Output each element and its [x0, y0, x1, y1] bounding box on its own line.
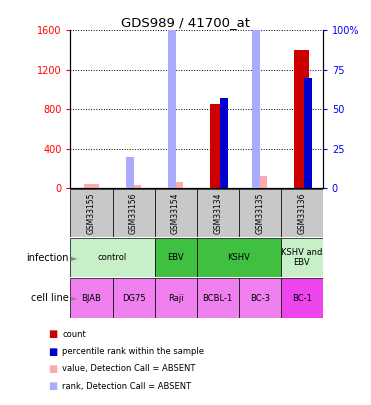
Bar	[84, 184, 99, 188]
Bar	[239, 189, 281, 237]
Text: GSM33134: GSM33134	[213, 192, 222, 234]
Bar	[210, 104, 225, 188]
Bar	[168, 182, 183, 188]
Bar	[281, 189, 323, 237]
Text: percentile rank within the sample: percentile rank within the sample	[62, 347, 204, 356]
Text: KSHV and
EBV: KSHV and EBV	[281, 248, 322, 267]
Text: ■: ■	[48, 382, 58, 391]
Bar	[304, 78, 312, 188]
Bar	[126, 185, 141, 188]
Text: GDS989 / 41700_at: GDS989 / 41700_at	[121, 16, 250, 29]
Text: GSM33155: GSM33155	[87, 192, 96, 234]
Text: BJAB: BJAB	[82, 294, 101, 303]
Bar	[281, 278, 323, 318]
Bar	[239, 278, 281, 318]
Bar	[155, 278, 197, 318]
Text: Raji: Raji	[168, 294, 183, 303]
Text: ■: ■	[48, 329, 58, 339]
Bar	[252, 177, 267, 188]
Text: ■: ■	[48, 347, 58, 356]
Bar	[197, 278, 239, 318]
Bar	[197, 189, 239, 237]
Bar	[126, 157, 134, 188]
Text: BCBL-1: BCBL-1	[203, 294, 233, 303]
Text: rank, Detection Call = ABSENT: rank, Detection Call = ABSENT	[62, 382, 191, 391]
Text: count: count	[62, 330, 86, 339]
Bar	[112, 278, 155, 318]
Text: GSM33135: GSM33135	[255, 192, 264, 234]
Bar	[112, 189, 155, 237]
Bar	[295, 50, 309, 188]
Text: cell line: cell line	[31, 293, 69, 303]
Text: ■: ■	[48, 364, 58, 374]
Text: GSM33156: GSM33156	[129, 192, 138, 234]
Bar	[168, 0, 176, 188]
Text: value, Detection Call = ABSENT: value, Detection Call = ABSENT	[62, 364, 196, 373]
Text: KSHV: KSHV	[227, 253, 250, 262]
Text: ►: ►	[71, 294, 78, 303]
Text: infection: infection	[26, 253, 69, 262]
Text: control: control	[98, 253, 127, 262]
Text: EBV: EBV	[167, 253, 184, 262]
Text: GSM33154: GSM33154	[171, 192, 180, 234]
Bar	[155, 238, 197, 277]
Bar	[252, 0, 260, 188]
Text: ►: ►	[71, 253, 78, 262]
Bar	[70, 238, 155, 277]
Bar	[70, 189, 112, 237]
Text: DG75: DG75	[122, 294, 145, 303]
Bar	[70, 278, 112, 318]
Bar	[281, 238, 323, 277]
Text: BC-3: BC-3	[250, 294, 270, 303]
Text: BC-1: BC-1	[292, 294, 312, 303]
Bar	[220, 98, 228, 188]
Text: GSM33136: GSM33136	[297, 192, 306, 234]
Bar	[155, 189, 197, 237]
Bar	[197, 238, 281, 277]
